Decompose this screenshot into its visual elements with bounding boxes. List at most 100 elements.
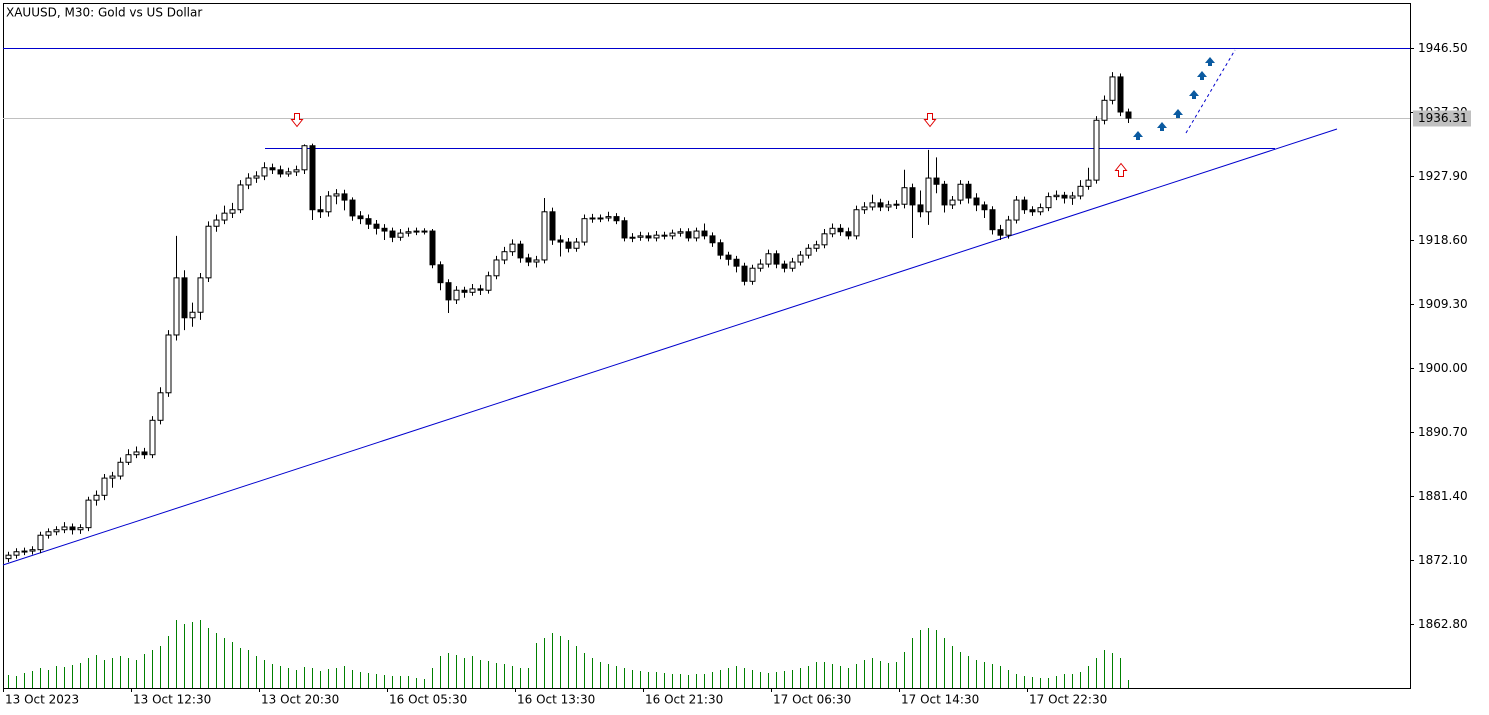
- candle-body: [613, 216, 620, 222]
- x-tick-label: 16 Oct 13:30: [517, 693, 595, 707]
- candle-body: [469, 288, 476, 293]
- signal-arrows: [290, 113, 1128, 177]
- candle: [829, 223, 836, 238]
- candle: [733, 255, 740, 273]
- candle: [701, 223, 708, 240]
- candle-body: [413, 230, 420, 233]
- candle: [5, 551, 12, 563]
- candle-body: [733, 258, 740, 267]
- candle-body: [829, 227, 836, 235]
- candle-body: [781, 263, 788, 269]
- candle: [989, 206, 996, 235]
- candle-body: [389, 230, 396, 238]
- candle-body: [941, 183, 948, 206]
- candle-body: [789, 261, 796, 269]
- candle-body: [13, 551, 20, 556]
- candle-body: [501, 251, 508, 261]
- y-tick-label: 1872.10: [1418, 553, 1468, 567]
- candle: [309, 143, 316, 221]
- candle-body: [365, 218, 372, 225]
- candle: [877, 198, 884, 212]
- candle-body: [53, 529, 60, 533]
- candle-body: [965, 183, 972, 199]
- candle: [61, 522, 68, 534]
- candle-body: [1101, 99, 1108, 121]
- candle: [485, 271, 492, 294]
- candle: [1117, 73, 1124, 117]
- candle-body: [45, 531, 52, 536]
- candle: [533, 255, 540, 268]
- candle-body: [749, 267, 756, 282]
- candle-body: [629, 236, 636, 239]
- y-tick-label: 1900.00: [1418, 361, 1468, 375]
- y-tick-label: 1946.50: [1418, 41, 1468, 55]
- down-arrow: [290, 113, 304, 128]
- candle: [797, 251, 804, 266]
- candle-body: [205, 225, 212, 279]
- candle: [429, 228, 436, 269]
- candle-body: [605, 216, 612, 219]
- y-tick-label: 1881.40: [1418, 489, 1468, 503]
- y-tick-label: 1890.70: [1418, 425, 1468, 439]
- candle: [1085, 167, 1092, 190]
- candle-body: [685, 231, 692, 239]
- candle-body: [1069, 195, 1076, 199]
- current-price-label: 1936.31: [1418, 111, 1468, 125]
- candle: [597, 214, 604, 223]
- candle: [813, 240, 820, 252]
- candle: [437, 261, 444, 291]
- candle: [805, 244, 812, 259]
- candle-body: [957, 183, 964, 201]
- candle: [381, 224, 388, 241]
- candle-body: [293, 169, 300, 173]
- candle: [421, 228, 428, 235]
- candle: [741, 262, 748, 286]
- candle: [1005, 215, 1012, 239]
- candle: [821, 228, 828, 249]
- candle: [549, 207, 556, 245]
- candle-body: [485, 275, 492, 291]
- candle-body: [253, 175, 260, 179]
- candle: [221, 205, 228, 225]
- candle-body: [709, 235, 716, 244]
- candle: [653, 231, 660, 242]
- candle-body: [189, 311, 196, 319]
- candle-body: [845, 231, 852, 237]
- up-arrow: [1114, 162, 1128, 177]
- candle-body: [317, 209, 324, 213]
- candle: [245, 173, 252, 190]
- candle-body: [261, 167, 268, 177]
- candle: [29, 546, 36, 555]
- candle-body: [1053, 194, 1060, 198]
- candle: [1077, 180, 1084, 200]
- candle: [525, 253, 532, 267]
- candle: [477, 284, 484, 296]
- candle-body: [237, 184, 244, 211]
- candle: [157, 387, 164, 425]
- candle: [541, 198, 548, 264]
- current-price-box: [1413, 110, 1471, 127]
- candle-body: [821, 233, 828, 246]
- candle: [37, 531, 44, 554]
- candle-body: [757, 263, 764, 269]
- candle-body: [141, 451, 148, 456]
- candle-body: [557, 239, 564, 243]
- candle-body: [5, 554, 12, 560]
- candle: [509, 239, 516, 256]
- candle-body: [325, 195, 332, 213]
- candle-body: [973, 197, 980, 206]
- x-tick-label: 13 Oct 20:30: [261, 693, 339, 707]
- candle-body: [893, 203, 900, 206]
- x-tick-label: 13 Oct 12:30: [133, 693, 211, 707]
- candle: [1013, 195, 1020, 224]
- candle-body: [461, 289, 468, 293]
- trend-line: [2, 128, 1338, 566]
- candle-body: [93, 494, 100, 501]
- candle: [637, 231, 644, 241]
- candle: [205, 221, 212, 282]
- candle: [517, 240, 524, 263]
- candle: [1037, 203, 1044, 216]
- candle-body: [741, 265, 748, 282]
- candle-body: [85, 499, 92, 529]
- candle: [677, 228, 684, 237]
